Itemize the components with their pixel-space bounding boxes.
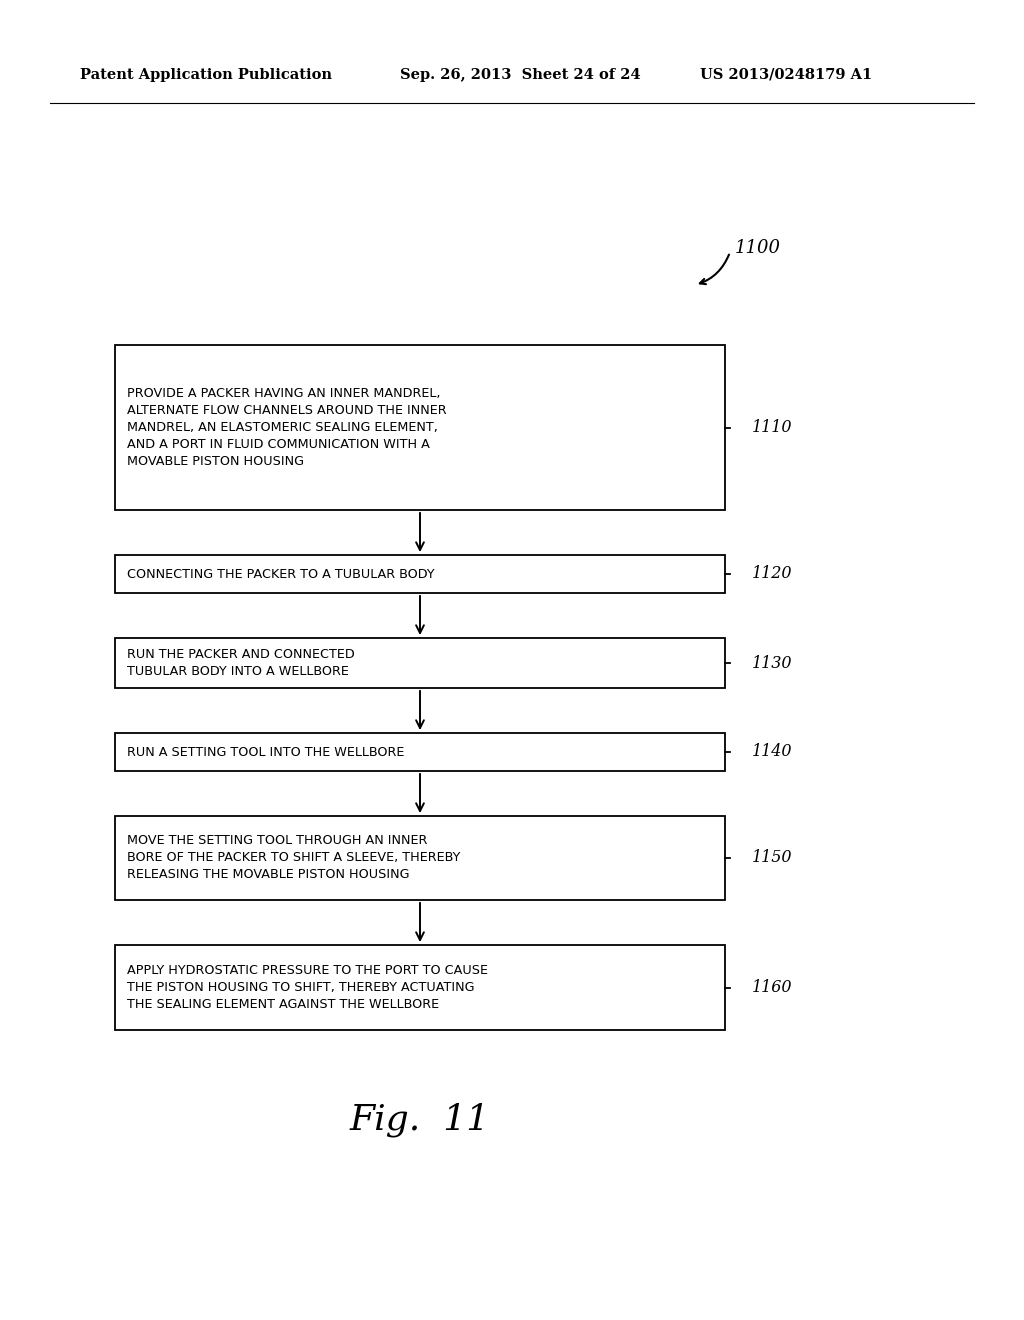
Text: 1140: 1140 (752, 743, 793, 760)
Text: 1100: 1100 (735, 239, 781, 257)
Text: APPLY HYDROSTATIC PRESSURE TO THE PORT TO CAUSE
THE PISTON HOUSING TO SHIFT, THE: APPLY HYDROSTATIC PRESSURE TO THE PORT T… (127, 964, 488, 1011)
Text: PROVIDE A PACKER HAVING AN INNER MANDREL,
ALTERNATE FLOW CHANNELS AROUND THE INN: PROVIDE A PACKER HAVING AN INNER MANDREL… (127, 387, 446, 469)
Bar (115, 345, 725, 510)
Text: CONNECTING THE PACKER TO A TUBULAR BODY: CONNECTING THE PACKER TO A TUBULAR BODY (127, 568, 434, 581)
Text: 1110: 1110 (752, 418, 793, 436)
Text: 1160: 1160 (752, 979, 793, 997)
Text: RUN THE PACKER AND CONNECTED
TUBULAR BODY INTO A WELLBORE: RUN THE PACKER AND CONNECTED TUBULAR BOD… (127, 648, 354, 678)
Bar (115, 816, 725, 900)
Bar (115, 554, 725, 593)
Text: 1130: 1130 (752, 655, 793, 672)
Text: 1120: 1120 (752, 565, 793, 582)
Text: Sep. 26, 2013  Sheet 24 of 24: Sep. 26, 2013 Sheet 24 of 24 (400, 69, 641, 82)
Bar (115, 638, 725, 688)
Text: Patent Application Publication: Patent Application Publication (80, 69, 332, 82)
Text: RUN A SETTING TOOL INTO THE WELLBORE: RUN A SETTING TOOL INTO THE WELLBORE (127, 746, 404, 759)
Text: US 2013/0248179 A1: US 2013/0248179 A1 (700, 69, 872, 82)
Text: MOVE THE SETTING TOOL THROUGH AN INNER
BORE OF THE PACKER TO SHIFT A SLEEVE, THE: MOVE THE SETTING TOOL THROUGH AN INNER B… (127, 834, 461, 882)
Text: 1150: 1150 (752, 850, 793, 866)
Text: Fig.  11: Fig. 11 (350, 1102, 490, 1138)
Bar (115, 945, 725, 1030)
Bar (115, 733, 725, 771)
